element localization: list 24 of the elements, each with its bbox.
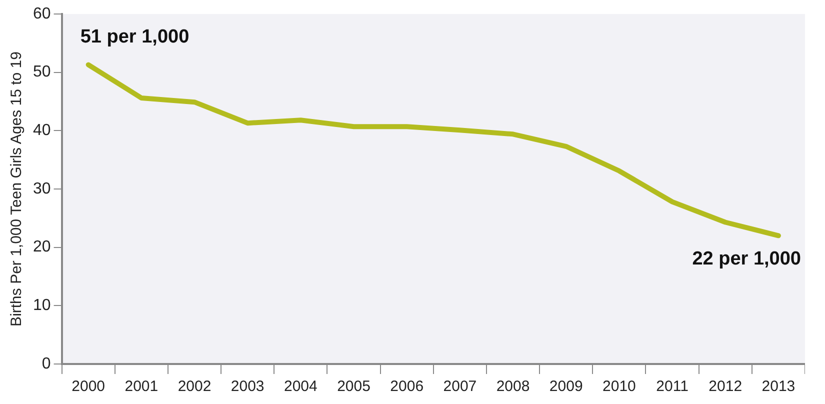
annotation: 51 per 1,000 xyxy=(80,26,190,48)
y-tick-label: 50 xyxy=(33,64,51,81)
x-tick-label: 2008 xyxy=(496,378,530,396)
y-tick-label: 10 xyxy=(33,297,51,314)
x-tick-label: 2005 xyxy=(337,378,370,396)
y-tick-label: 30 xyxy=(33,180,51,198)
x-tick-label: 2007 xyxy=(443,378,477,396)
y-tick-label: 0 xyxy=(42,355,51,372)
x-tick-label: 2006 xyxy=(390,378,424,396)
y-tick-label: 40 xyxy=(33,122,51,140)
y-tick-label: 60 xyxy=(33,5,51,22)
x-tick-label: 2001 xyxy=(124,378,158,396)
annotation: 22 per 1,000 xyxy=(692,248,802,270)
x-tick-label: 2012 xyxy=(708,378,742,396)
y-tick-label: 20 xyxy=(33,238,51,256)
x-tick-label: 2013 xyxy=(762,378,796,396)
x-tick-label: 2009 xyxy=(549,378,583,396)
x-tick-label: 2003 xyxy=(230,378,264,396)
x-tick-label: 2010 xyxy=(602,378,636,396)
x-tick-label: 2002 xyxy=(178,378,212,396)
y-axis-title: Births Per 1,000 Teen Girls Ages 15 to 19 xyxy=(8,52,26,326)
x-tick-label: 2011 xyxy=(656,378,688,396)
x-tick-label: 2004 xyxy=(284,378,318,396)
x-tick-label: 2000 xyxy=(72,378,106,396)
